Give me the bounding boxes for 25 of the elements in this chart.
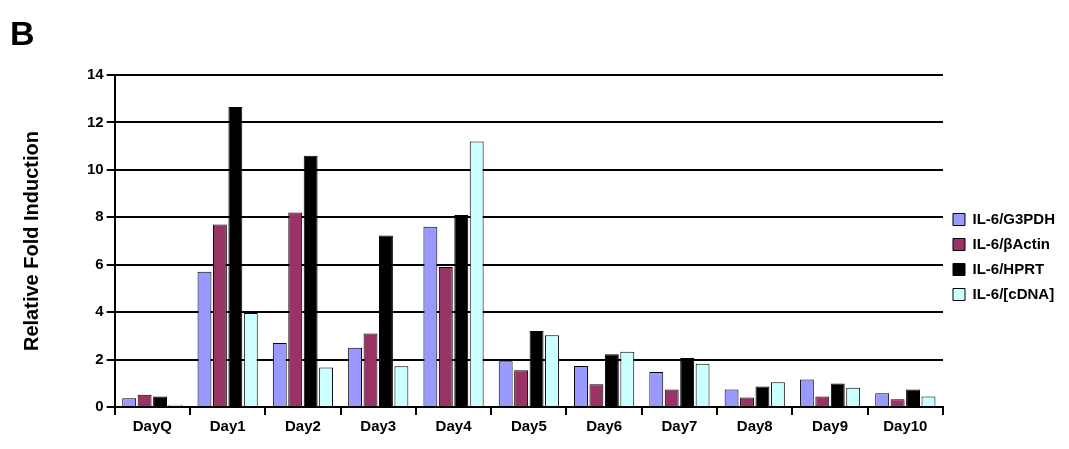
legend-label: IL-6/[cDNA] xyxy=(972,284,1055,302)
x-tick-label: Day10 xyxy=(883,417,928,435)
legend-label: IL-6/βActin xyxy=(972,234,1050,252)
legend-label: IL-6/HPRT xyxy=(972,259,1045,277)
y-tick-label: 2 xyxy=(95,349,104,367)
x-tick-label: Day5 xyxy=(510,417,547,435)
y-tick-label: 8 xyxy=(95,207,104,225)
y-tick-label: 10 xyxy=(87,160,104,177)
y-axis-title: Relative Fold Induction xyxy=(19,130,42,352)
x-tick-label: DayQ xyxy=(132,417,173,435)
legend-label: IL-6/G3PDH xyxy=(972,209,1055,227)
y-tick-label: 4 xyxy=(95,302,105,320)
y-tick-label: 0 xyxy=(95,397,104,415)
y-tick-label: 12 xyxy=(87,112,104,130)
x-tick-label: Day4 xyxy=(435,417,473,435)
x-tick-label: Day2 xyxy=(285,417,321,435)
y-tick-label: 14 xyxy=(87,65,105,83)
x-tick-label: Day6 xyxy=(586,417,623,435)
x-tick-label: Day3 xyxy=(360,417,397,435)
x-tick-label: Day1 xyxy=(209,417,246,435)
x-tick-label: Day9 xyxy=(812,417,848,435)
y-tick-label: 6 xyxy=(95,254,104,272)
x-tick-label: Day8 xyxy=(736,417,773,435)
text: B xyxy=(10,14,35,53)
x-tick-label: Day7 xyxy=(661,417,698,435)
